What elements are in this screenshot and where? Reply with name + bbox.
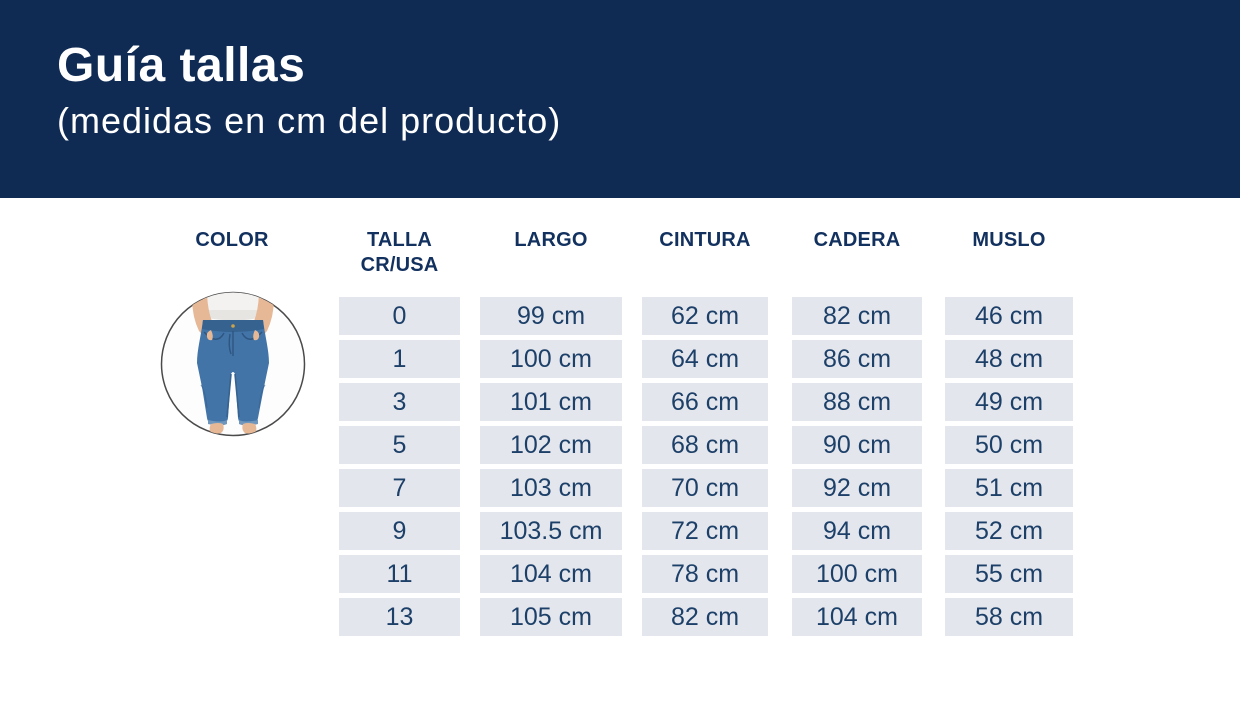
column-header-muslo: MUSLO bbox=[972, 229, 1046, 251]
table-row: 1 100 cm 64 cm 86 cm 48 cm bbox=[0, 340, 1240, 378]
cell-largo: 102 cm bbox=[480, 426, 622, 464]
size-table-body: 0 99 cm 62 cm 82 cm 46 cm 1 100 cm 64 cm 86 cm 48… bbox=[0, 297, 1240, 641]
cell-cintura: 70 cm bbox=[642, 469, 768, 507]
page-title: Guía tallas bbox=[57, 39, 306, 92]
cell-cadera: 82 cm bbox=[792, 297, 922, 335]
cell-cadera: 88 cm bbox=[792, 383, 922, 421]
cell-cintura: 78 cm bbox=[642, 555, 768, 593]
table-row: 7 103 cm 70 cm 92 cm 51 cm bbox=[0, 469, 1240, 507]
cell-largo: 103 cm bbox=[480, 469, 622, 507]
column-header-largo: LARGO bbox=[514, 229, 588, 251]
cell-largo: 105 cm bbox=[480, 598, 622, 636]
cell-largo: 100 cm bbox=[480, 340, 622, 378]
cell-muslo: 46 cm bbox=[945, 297, 1073, 335]
page-subtitle: (medidas en cm del producto) bbox=[57, 100, 562, 141]
cell-cadera: 86 cm bbox=[792, 340, 922, 378]
cell-talla: 11 bbox=[339, 555, 460, 593]
cell-cintura: 62 cm bbox=[642, 297, 768, 335]
cell-cadera: 104 cm bbox=[792, 598, 922, 636]
cell-largo: 101 cm bbox=[480, 383, 622, 421]
cell-cintura: 72 cm bbox=[642, 512, 768, 550]
column-header-cintura: CINTURA bbox=[659, 229, 751, 251]
cell-largo: 103.5 cm bbox=[480, 512, 622, 550]
cell-muslo: 48 cm bbox=[945, 340, 1073, 378]
cell-muslo: 55 cm bbox=[945, 555, 1073, 593]
cell-muslo: 52 cm bbox=[945, 512, 1073, 550]
table-row: 9 103.5 cm 72 cm 94 cm 52 cm bbox=[0, 512, 1240, 550]
cell-talla: 5 bbox=[339, 426, 460, 464]
jeans-photo bbox=[160, 291, 306, 437]
cell-talla: 13 bbox=[339, 598, 460, 636]
table-row: 3 101 cm 66 cm 88 cm 49 cm bbox=[0, 383, 1240, 421]
cell-talla: 9 bbox=[339, 512, 460, 550]
header-band: Guía tallas (medidas en cm del producto) bbox=[0, 0, 1240, 198]
cell-talla: 0 bbox=[339, 297, 460, 335]
cell-cintura: 64 cm bbox=[642, 340, 768, 378]
cell-talla: 3 bbox=[339, 383, 460, 421]
cell-muslo: 51 cm bbox=[945, 469, 1073, 507]
column-header-color: COLOR bbox=[195, 229, 269, 251]
cell-largo: 104 cm bbox=[480, 555, 622, 593]
cell-muslo: 58 cm bbox=[945, 598, 1073, 636]
table-row: 13 105 cm 82 cm 104 cm 58 cm bbox=[0, 598, 1240, 636]
cell-muslo: 49 cm bbox=[945, 383, 1073, 421]
product-color-photo bbox=[159, 290, 307, 438]
cell-cintura: 82 cm bbox=[642, 598, 768, 636]
cell-cintura: 66 cm bbox=[642, 383, 768, 421]
table-row: 0 99 cm 62 cm 82 cm 46 cm bbox=[0, 297, 1240, 335]
cell-talla: 1 bbox=[339, 340, 460, 378]
cell-muslo: 50 cm bbox=[945, 426, 1073, 464]
table-row: 5 102 cm 68 cm 90 cm 50 cm bbox=[0, 426, 1240, 464]
cell-cadera: 92 cm bbox=[792, 469, 922, 507]
cell-cintura: 68 cm bbox=[642, 426, 768, 464]
cell-cadera: 90 cm bbox=[792, 426, 922, 464]
cell-largo: 99 cm bbox=[480, 297, 622, 335]
column-header-talla-line1: TALLA bbox=[366, 229, 433, 251]
column-header-talla: TALLA CR/USA bbox=[339, 228, 460, 278]
column-header-talla-line2: CR/USA bbox=[360, 254, 439, 276]
table-row: 11 104 cm 78 cm 100 cm 55 cm bbox=[0, 555, 1240, 593]
cell-cadera: 100 cm bbox=[792, 555, 922, 593]
column-header-cadera: CADERA bbox=[813, 229, 901, 251]
cell-cadera: 94 cm bbox=[792, 512, 922, 550]
cell-talla: 7 bbox=[339, 469, 460, 507]
